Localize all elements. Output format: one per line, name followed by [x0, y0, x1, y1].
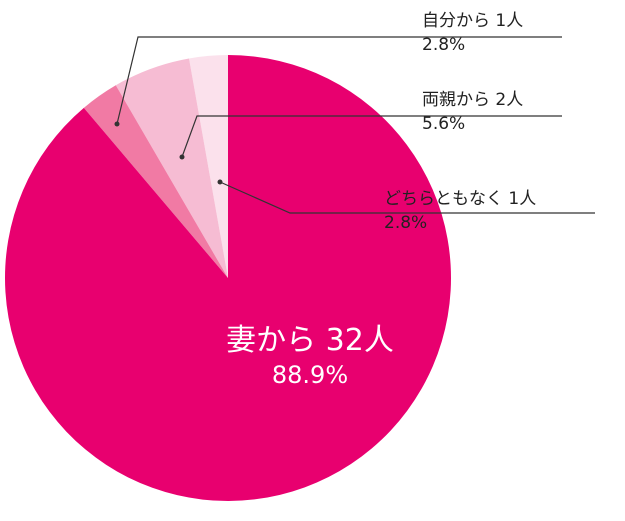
- label-parents-percent: 5.6%: [422, 114, 466, 134]
- pie-slice-2: [83, 85, 228, 278]
- label-parents-name: 両親から 2人: [422, 90, 524, 110]
- label-self-percent: 2.8%: [422, 35, 466, 55]
- label-wife: 妻から 32人 88.9%: [200, 322, 420, 390]
- label-wife-percent: 88.9%: [271, 361, 349, 389]
- leader-lines: [114, 36, 595, 214]
- leader-line-parents: [181, 115, 562, 158]
- pie-slices: [4, 55, 451, 502]
- pie-slice-1: [115, 58, 228, 278]
- label-parents: 両親から 2人 5.6%: [422, 88, 523, 136]
- label-wife-name: 妻から 32人: [226, 323, 394, 358]
- pie-slice-0: [189, 55, 228, 278]
- label-self-name: 自分から 1人: [422, 11, 524, 31]
- label-neither-name: どちらともなく 1人: [384, 189, 537, 209]
- label-neither: どちらともなく 1人 2.8%: [384, 187, 536, 235]
- leader-line-self: [116, 36, 562, 125]
- leader-dot-self: [114, 121, 120, 127]
- leader-dot-neither: [217, 179, 223, 185]
- pie-slice-3: [4, 55, 451, 502]
- leader-dot-parents: [179, 154, 185, 160]
- leader-line-neither: [219, 181, 595, 214]
- label-self: 自分から 1人 2.8%: [422, 9, 523, 57]
- label-neither-percent: 2.8%: [384, 213, 428, 233]
